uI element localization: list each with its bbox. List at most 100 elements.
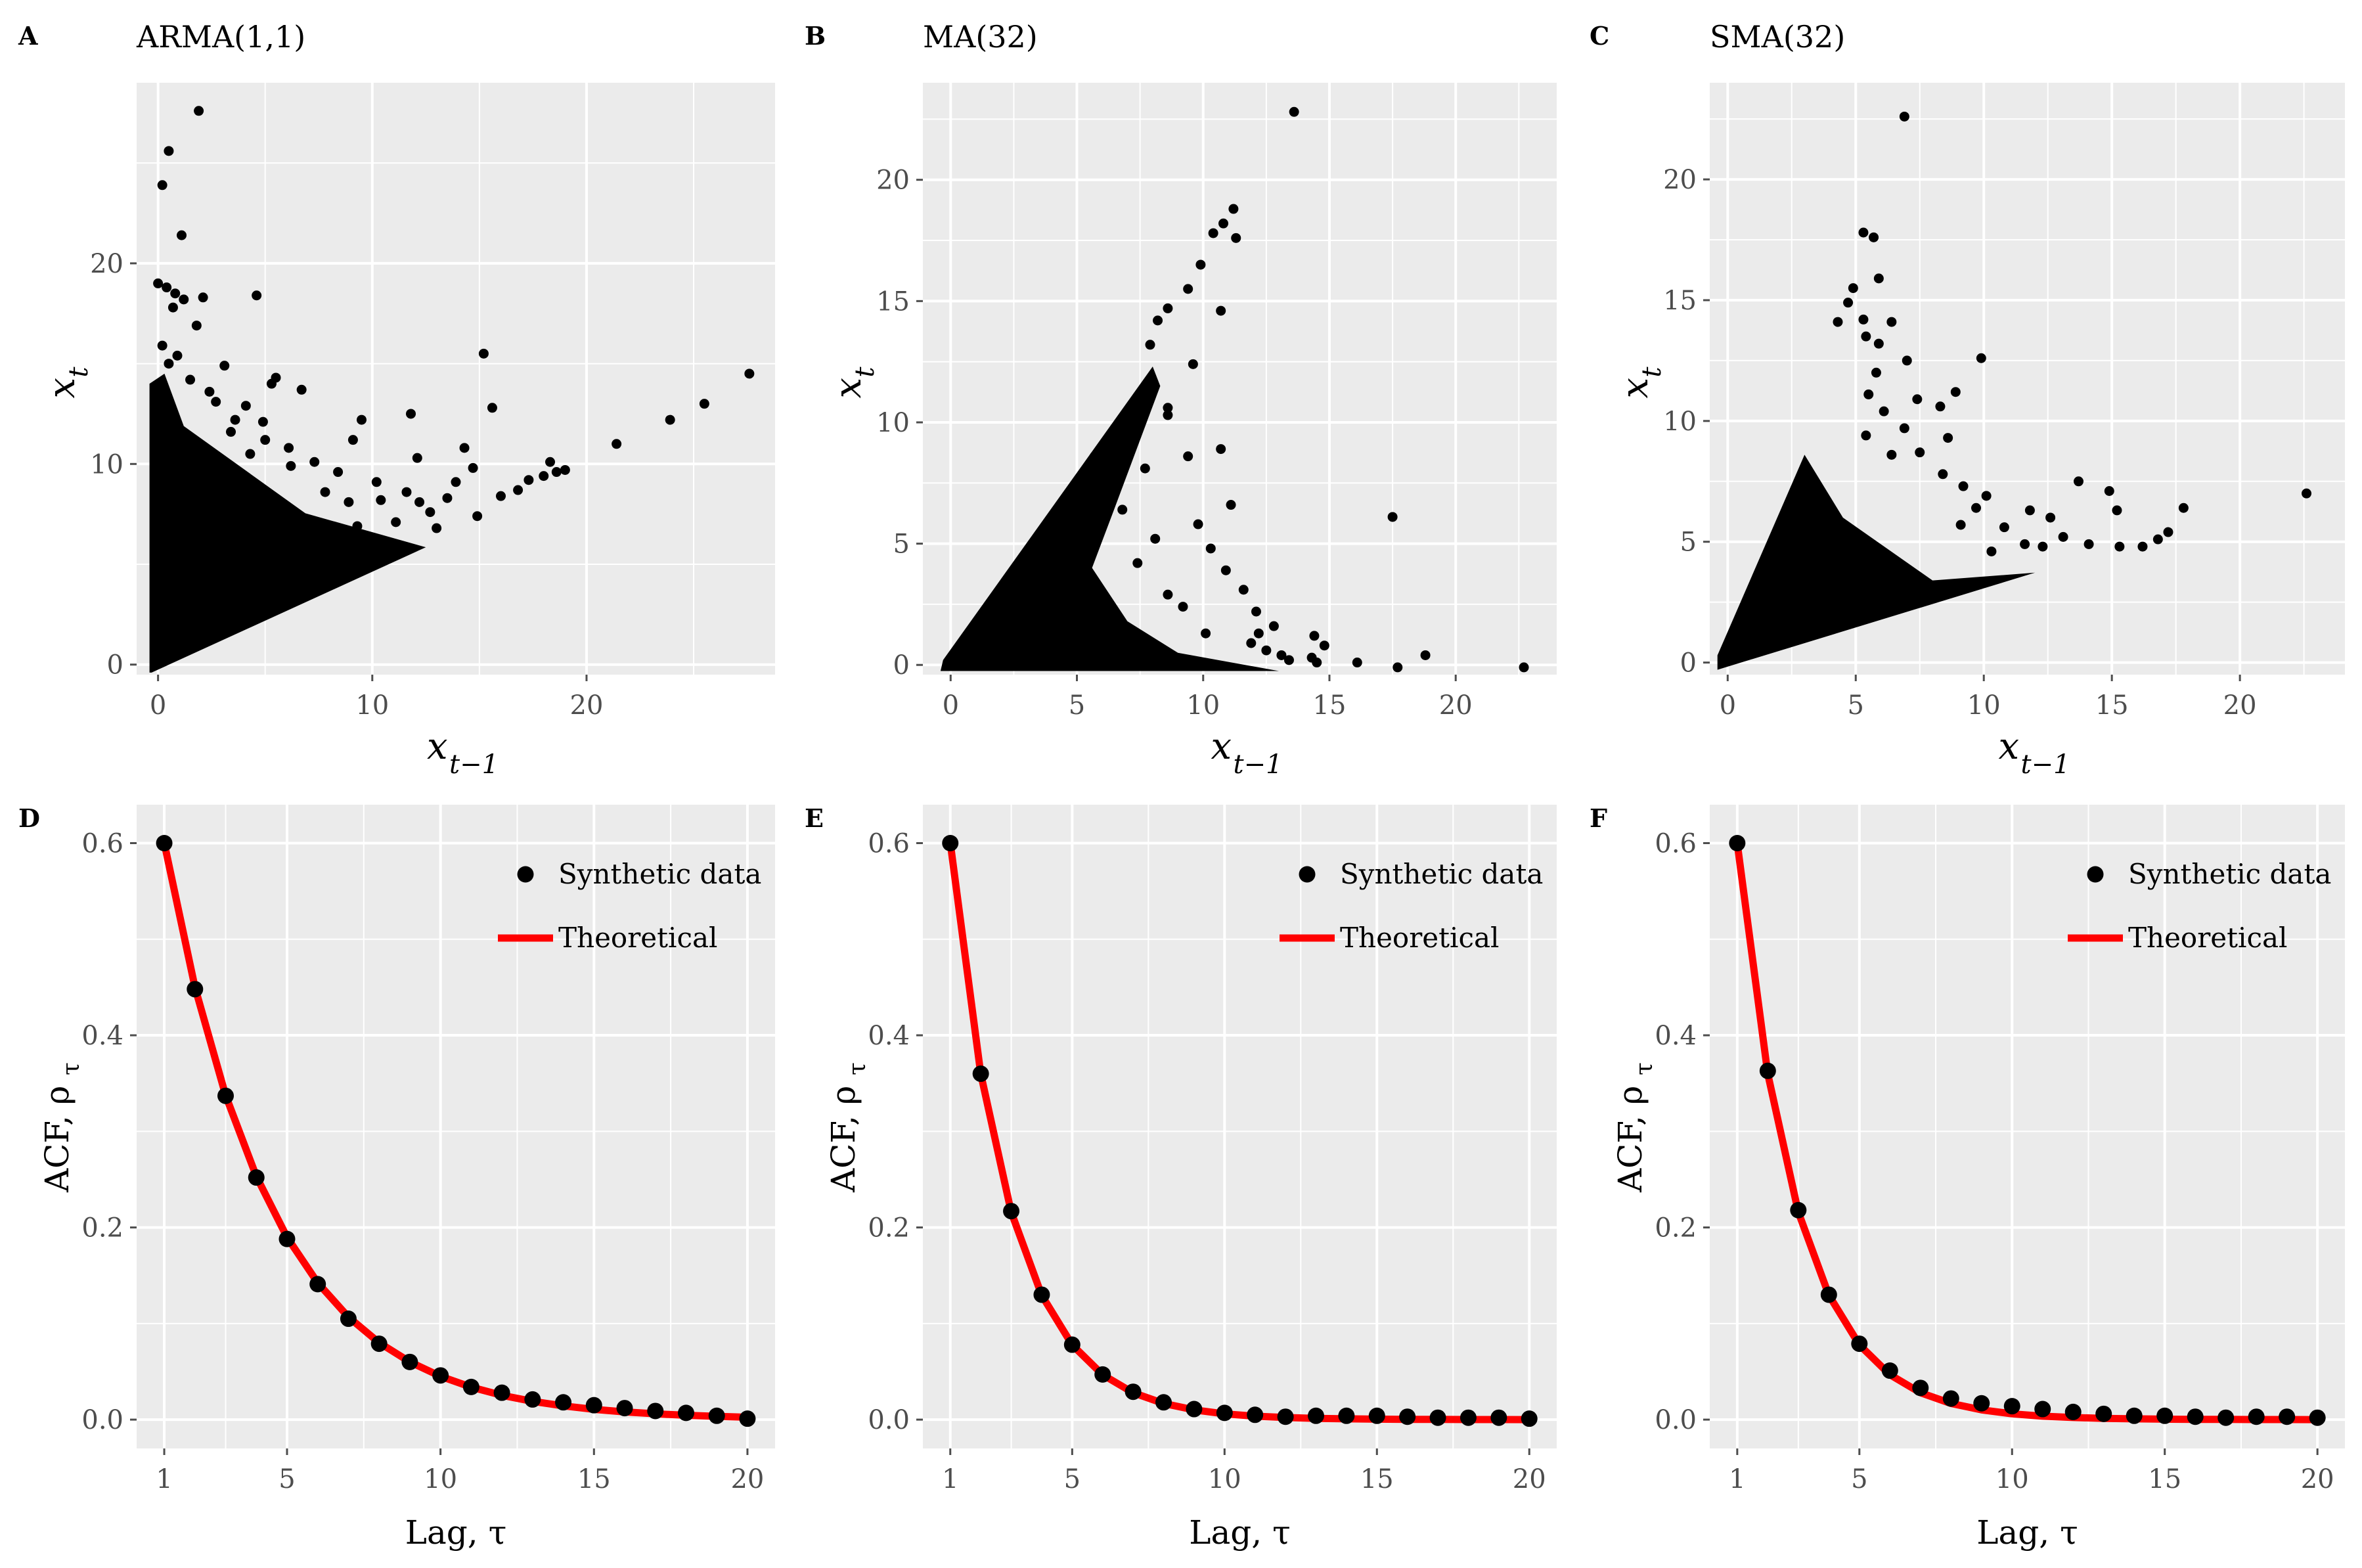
y-tick-label: 20 [876,166,910,196]
synthetic-point [1277,1408,1294,1425]
synthetic-point [2126,1407,2143,1424]
data-point [1886,317,1897,327]
data-point [1869,232,1879,242]
data-point [1183,284,1193,294]
synthetic-point [708,1407,725,1424]
data-point [1387,512,1398,522]
legend-points-label: Synthetic data [2128,858,2331,890]
data-point [1943,433,1953,443]
x-axis-title: Lag, τ [1189,1513,1290,1552]
data-point [1251,606,1261,617]
x-axis-title-sub: t−1 [449,750,499,780]
y-tick-label: 0.0 [868,1405,910,1435]
x-tick-label: 10 [424,1464,457,1494]
y-axis-title-main: x [1614,378,1657,399]
data-point [1871,367,1881,378]
y-axis-title: xt [827,367,880,399]
legend: Synthetic data Theoretical [2068,858,2331,954]
synthetic-point [1521,1410,1538,1427]
synthetic-point [217,1087,234,1104]
y-tick-label: 15 [876,286,910,317]
legend-point-key [1299,866,1316,883]
y-tick-label: 20 [1663,165,1697,195]
panel-letter: F [1590,803,1607,833]
x-tick-label: 20 [570,690,604,721]
data-point [2073,476,2083,487]
y-axis-title-sub: t [850,367,880,378]
data-point [1912,394,1923,405]
data-point [1218,218,1229,229]
y-tick-label: 5 [1680,527,1697,558]
data-point [1950,387,1961,397]
y-axis-title-main: x [41,378,83,399]
synthetic-point [1368,1407,1385,1424]
synthetic-point [1790,1201,1807,1219]
data-point [1858,314,1869,325]
data-point [699,399,709,409]
y-tick-label: 15 [1663,286,1697,316]
data-point [1183,451,1193,462]
plot-marks [156,835,756,1427]
data-point [347,435,358,445]
data-point [153,278,164,288]
data-point [1163,410,1173,420]
data-point [2163,527,2173,537]
x-axis-title-main: x [1211,725,1232,768]
x-tick-label: 10 [1995,1464,2029,1494]
data-point [1216,305,1226,316]
data-point [551,467,562,478]
data-point [1188,359,1198,369]
y-tick-label: 10 [876,408,910,438]
panel-letter: B [805,21,826,51]
data-point [1253,628,1264,638]
y-axis-title-sub: τ [1631,1062,1658,1075]
data-point [1178,602,1188,612]
data-point [179,294,189,305]
data-point [376,495,386,505]
synthetic-point [2034,1400,2051,1418]
data-point [1861,430,1871,441]
synthetic-point [585,1397,602,1414]
point-cloud [940,367,1280,671]
synthetic-point [2248,1408,2265,1425]
y-tick-label: 10 [1663,407,1697,437]
data-point [524,475,534,485]
plot-marks [1717,111,2312,670]
data-point [1861,331,1871,342]
data-point [162,282,172,293]
data-point [164,146,174,156]
legend: Synthetic data Theoretical [498,858,761,954]
synthetic-point [309,1276,326,1293]
synthetic-point [1399,1408,1416,1425]
data-point [1130,413,1140,423]
data-point [2302,488,2312,499]
synthetic-point [1247,1406,1264,1423]
x-tick-label: 15 [2095,690,2129,721]
synthetic-point [370,1335,388,1353]
synthetic-point [1881,1362,1898,1379]
y-axis-title-main: ACF, ρ [38,1086,76,1193]
data-point [1145,340,1155,350]
y-axis-title-main: ACF, ρ [824,1086,862,1193]
legend: Synthetic data Theoretical [1280,858,1543,954]
x-axis-title: x t−1 [1211,725,1283,780]
synthetic-point [739,1410,756,1427]
y-tick-label: 0.0 [1655,1405,1697,1435]
data-point [1102,483,1113,493]
synthetic-point [942,835,959,852]
synthetic-point [1033,1286,1050,1303]
data-point [744,369,755,379]
synthetic-point [1729,835,1746,852]
panel-letter: A [18,21,38,51]
data-point [157,180,167,190]
panel-title: MA(32) [923,19,1038,55]
x-tick-label: 0 [943,690,959,721]
x-tick-label: 15 [2148,1464,2181,1494]
y-axis-title: ACF, ρ τ [1611,1062,1658,1193]
x-tick-label: 10 [1967,690,2001,721]
data-point [1153,315,1163,326]
data-point [1193,519,1203,529]
